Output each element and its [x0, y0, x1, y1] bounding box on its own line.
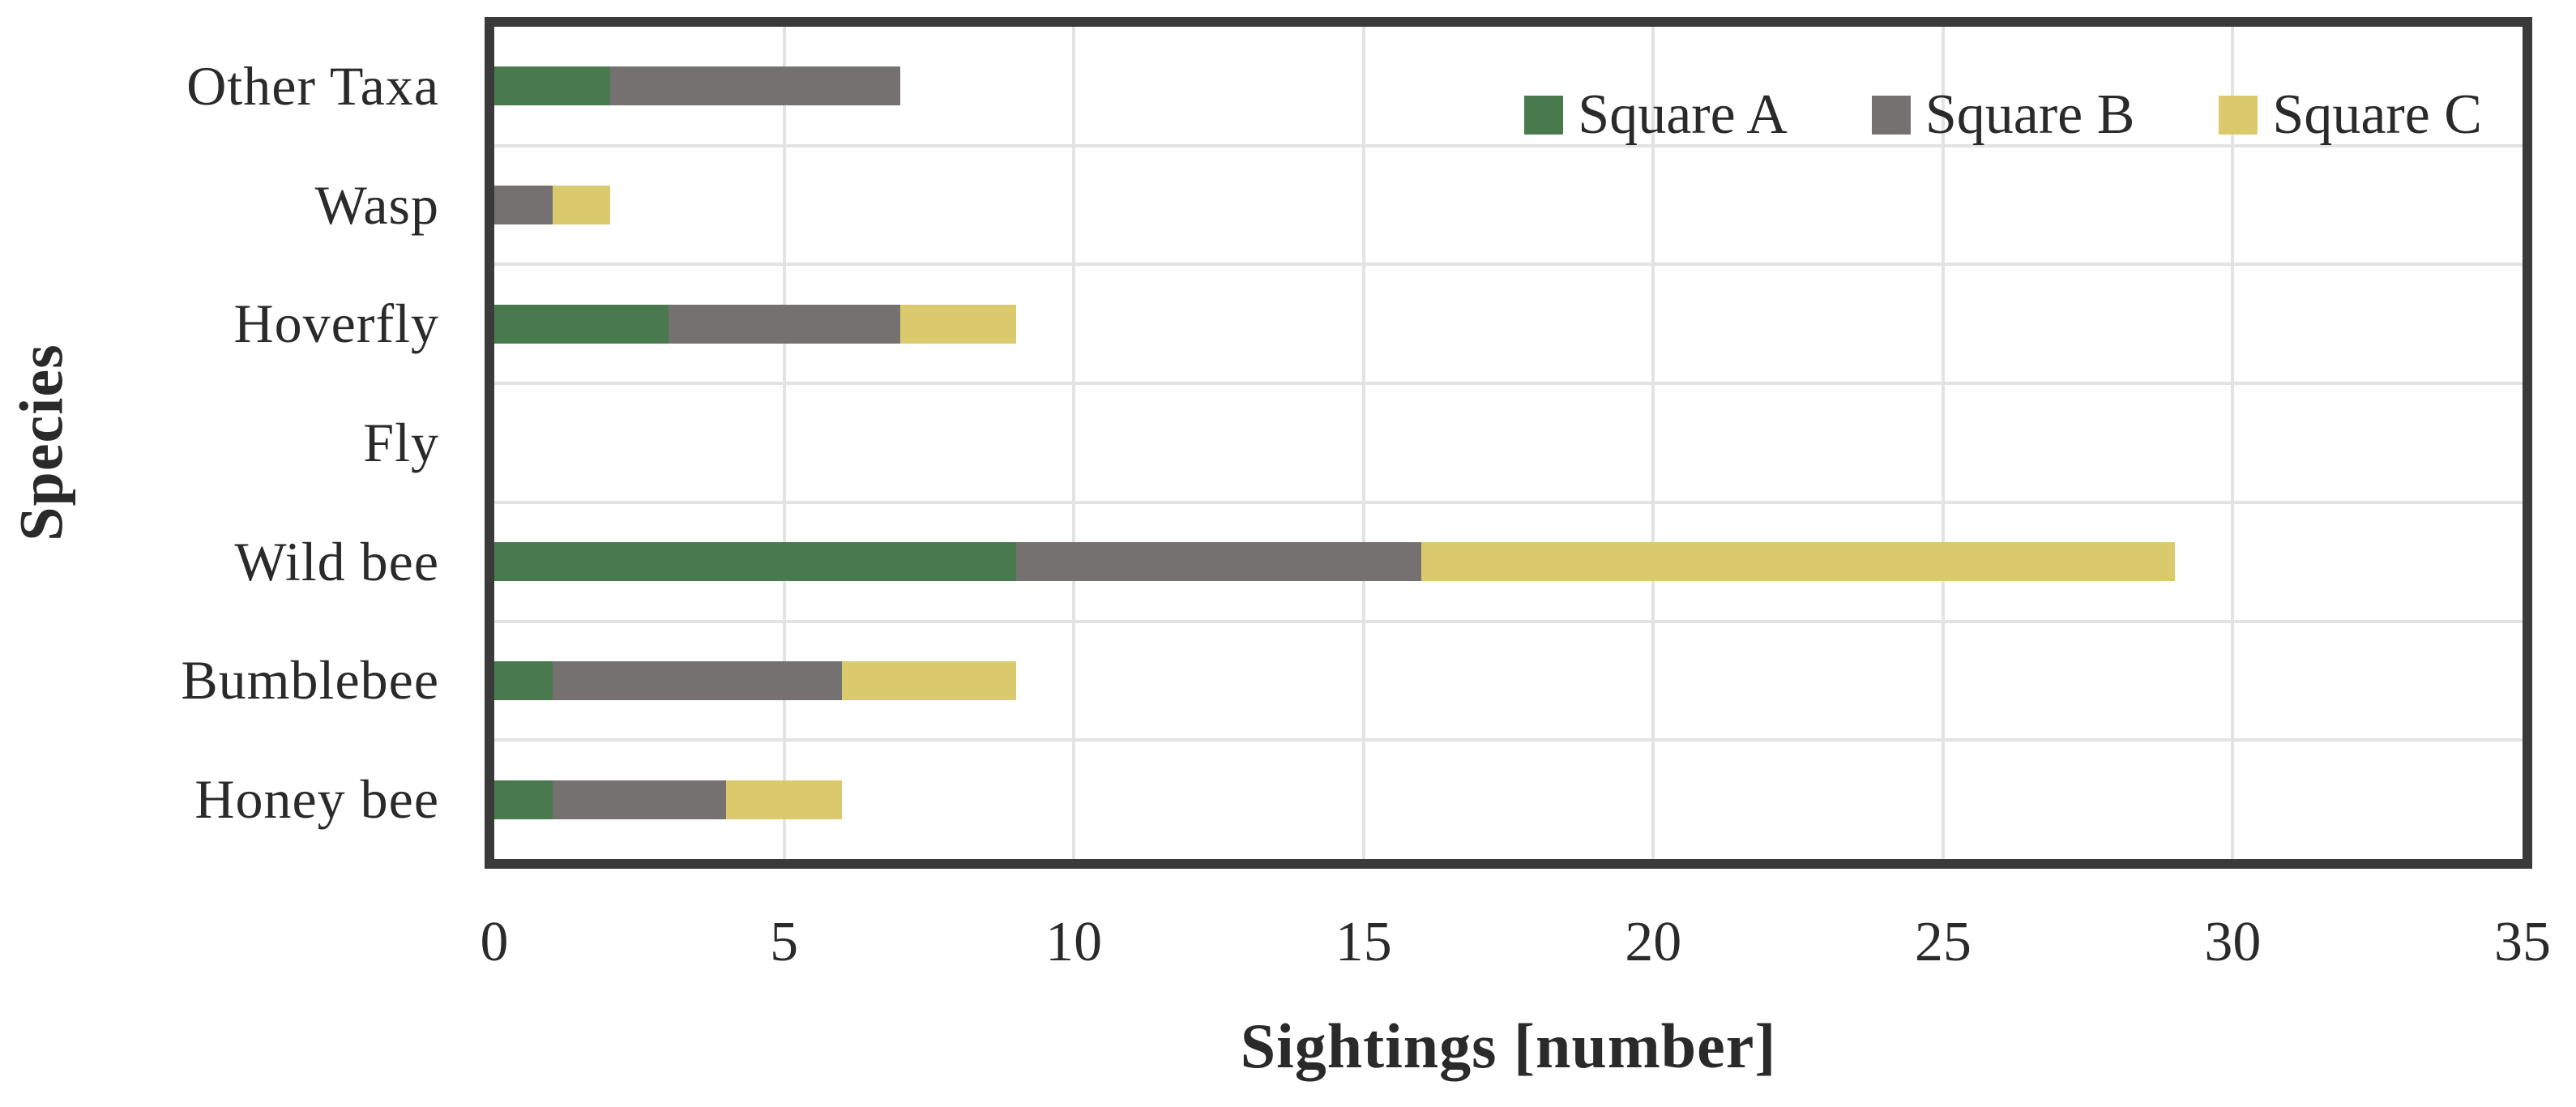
vertical-gridline	[782, 27, 786, 859]
y-tick-label-bumblebee: Bumblebee	[181, 649, 439, 712]
bar-segment-square-a	[494, 66, 611, 106]
bar-row-hoverfly	[494, 304, 2523, 344]
x-tick-label-15: 15	[1335, 911, 1392, 973]
bar-row-bumblebee	[494, 660, 2523, 700]
vertical-gridline	[1651, 27, 1655, 859]
bar-row-honey-bee	[494, 780, 2523, 819]
legend-swatch-icon	[2219, 96, 2258, 135]
y-tick-label-honey-bee: Honey bee	[194, 768, 439, 831]
bar-segment-square-c	[1421, 542, 2175, 582]
vertical-gridline	[1941, 27, 1945, 859]
y-tick-label-hoverfly: Hoverfly	[233, 293, 439, 355]
legend-item-square-b: Square B	[1871, 83, 2135, 146]
plot-area: Square A Square B Square C	[485, 17, 2532, 869]
x-tick-label-10: 10	[1045, 911, 1103, 973]
horizontal-gridline	[494, 382, 2523, 386]
vertical-gridline	[2231, 27, 2235, 859]
bar-segment-square-a	[494, 304, 669, 344]
bar-segment-square-b	[552, 780, 727, 819]
bar-segment-square-a	[494, 660, 553, 700]
bar-segment-square-b	[610, 66, 900, 106]
x-tick-label-30: 30	[2204, 911, 2262, 973]
bar-segment-square-b	[668, 304, 900, 344]
bar-segment-square-b	[552, 660, 843, 700]
bar-row-other-taxa	[494, 66, 2523, 106]
x-tick-label-25: 25	[1914, 911, 1972, 973]
bar-segment-square-a	[494, 780, 553, 819]
bar-segment-square-c	[552, 186, 610, 225]
x-axis-title: Sightings [number]	[1240, 1011, 1777, 1081]
horizontal-gridline	[494, 619, 2523, 623]
horizontal-gridline	[494, 500, 2523, 504]
bar-row-wild-bee	[494, 542, 2523, 582]
legend-swatch-icon	[1524, 96, 1564, 135]
legend-label: Square B	[1925, 83, 2135, 146]
y-tick-label-wasp: Wasp	[314, 173, 439, 236]
legend: Square A Square B Square C	[1524, 87, 2482, 143]
legend-label: Square A	[1578, 83, 1788, 146]
y-tick-label-other-taxa: Other Taxa	[186, 54, 439, 117]
vertical-gridline	[1361, 27, 1365, 859]
vertical-gridline	[1072, 27, 1076, 859]
bar-segment-square-c	[899, 304, 1016, 344]
y-tick-label-fly: Fly	[363, 411, 439, 473]
x-axis-ticks: 0 5 10 15 20 25 30 35	[481, 911, 2552, 984]
y-tick-label-wild-bee: Wild bee	[234, 530, 439, 592]
bar-row-wasp	[494, 186, 2523, 225]
bar-segment-square-c	[842, 660, 1016, 700]
bar-segment-square-b	[1015, 542, 1422, 582]
legend-item-square-a: Square A	[1524, 87, 1788, 143]
horizontal-gridline	[494, 143, 2523, 147]
bar-segment-square-b	[494, 186, 553, 225]
x-tick-label-5: 5	[770, 911, 799, 973]
bar-segment-square-c	[726, 780, 843, 819]
legend-label: Square C	[2272, 83, 2482, 146]
horizontal-gridline	[494, 738, 2523, 742]
bar-row-fly	[494, 424, 2523, 463]
legend-item-square-c: Square C	[2219, 87, 2482, 143]
legend-swatch-icon	[1871, 96, 1911, 135]
y-axis-labels: Other Taxa Wasp Hoverfly Fly Wild bee Bumbleb…	[0, 27, 439, 859]
x-tick-label-35: 35	[2494, 911, 2551, 973]
x-tick-label-20: 20	[1625, 911, 1682, 973]
x-tick-label-0: 0	[480, 911, 509, 973]
horizontal-gridline	[494, 263, 2523, 267]
plot-inner	[494, 27, 2523, 859]
bar-segment-square-a	[494, 542, 1016, 582]
